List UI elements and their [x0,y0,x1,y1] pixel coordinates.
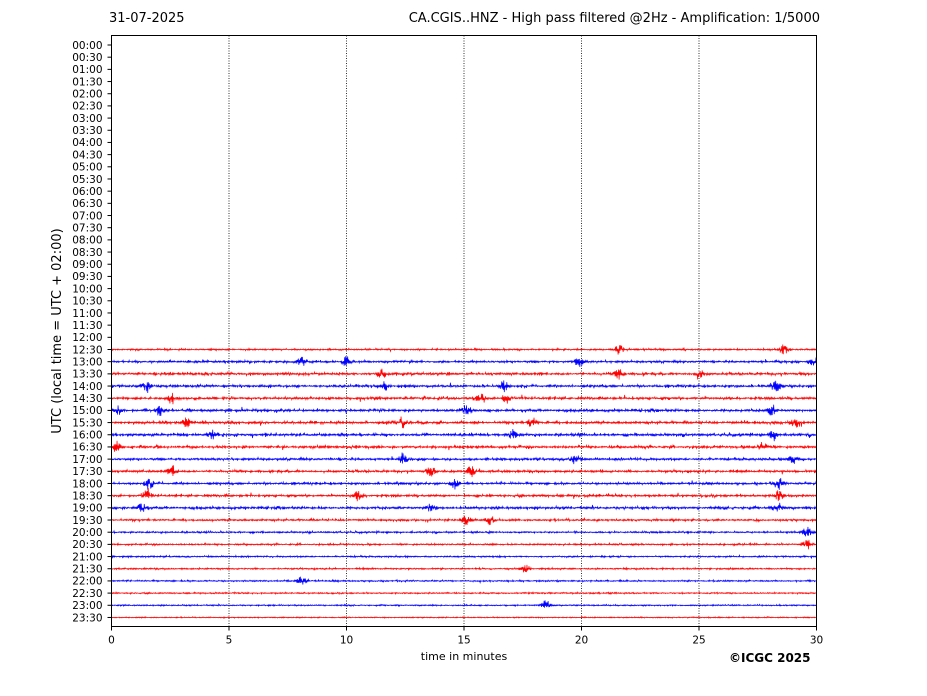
seismic-traces [111,344,817,619]
trace-2230 [111,591,817,596]
y-tick-label: 07:30 [72,223,102,235]
y-axis: 00:0000:3001:0001:3002:0002:3003:0003:30… [72,40,112,624]
y-tick-label: 19:30 [72,515,102,527]
date-label: 31-07-2025 [109,11,185,26]
x-tick-label: 15 [457,635,470,647]
y-tick-label: 21:30 [72,564,102,576]
trace-1400 [111,380,817,393]
y-tick-label: 03:00 [72,113,102,125]
y-tick-label: 15:00 [72,405,102,417]
trace-1830 [111,488,817,502]
trace-1300 [111,356,817,367]
y-tick-label: 13:00 [72,356,102,368]
trace-1630 [111,440,817,452]
trace-1230 [111,344,817,355]
y-tick-label: 22:30 [72,588,102,600]
y-tick-label: 19:00 [72,503,102,515]
vertical-grid [228,35,700,627]
chart-title: CA.CGIS..HNZ - High pass filtered @2Hz -… [408,11,820,26]
x-tick-label: 20 [575,635,588,647]
trace-2300 [111,600,817,608]
x-axis-label: time in minutes [421,650,508,663]
y-tick-label: 06:00 [72,186,102,198]
trace-1530 [111,416,817,429]
trace-2330 [111,615,817,619]
y-tick-label: 14:00 [72,381,102,393]
x-tick-label: 10 [340,635,353,647]
y-tick-label: 16:30 [72,442,102,454]
y-tick-label: 10:00 [72,283,102,295]
trace-1700 [111,452,817,465]
y-tick-label: 10:30 [72,296,102,308]
trace-2100 [111,554,817,560]
trace-1330 [111,368,817,380]
y-tick-label: 08:30 [72,247,102,259]
y-tick-label: 01:00 [72,64,102,76]
y-tick-label: 12:30 [72,344,102,356]
y-tick-label: 23:30 [72,612,102,624]
y-tick-label: 16:00 [72,430,102,442]
y-tick-label: 09:30 [72,271,102,283]
y-tick-label: 20:00 [72,527,102,539]
y-tick-label: 15:30 [72,417,102,429]
y-tick-label: 18:00 [72,478,102,490]
trace-1900 [111,502,817,512]
y-tick-label: 17:30 [72,466,102,478]
trace-1800 [111,477,817,490]
trace-1600 [111,429,817,442]
y-tick-label: 07:00 [72,210,102,222]
y-tick-label: 00:00 [72,40,102,52]
y-axis-label: UTC (local time = UTC + 02:00) [50,228,65,433]
y-tick-label: 18:30 [72,490,102,502]
y-tick-label: 13:30 [72,369,102,381]
trace-2200 [111,576,817,585]
copyright-text: ©ICGC 2025 [729,651,811,665]
y-tick-label: 14:30 [72,393,102,405]
x-tick-label: 30 [810,635,823,647]
trace-1730 [111,465,817,478]
y-tick-label: 20:30 [72,539,102,551]
y-tick-label: 06:30 [72,198,102,210]
x-axis: 0 5 10 15 20 25 30 [108,626,823,647]
y-tick-label: 11:00 [72,308,102,320]
x-tick-label: 0 [108,635,115,647]
y-tick-label: 17:00 [72,454,102,466]
trace-2000 [111,526,817,537]
trace-2030 [111,539,817,550]
x-tick-label: 5 [226,635,233,647]
trace-2130 [111,564,817,573]
x-tick-label: 25 [692,635,705,647]
trace-1500 [111,404,817,417]
y-tick-label: 05:00 [72,162,102,174]
y-tick-label: 04:00 [72,137,102,149]
y-tick-label: 02:00 [72,89,102,101]
y-tick-label: 09:00 [72,259,102,271]
y-tick-label: 11:30 [72,320,102,332]
y-tick-label: 05:30 [72,174,102,186]
trace-1430 [111,392,817,405]
y-tick-label: 22:00 [72,576,102,588]
y-tick-label: 04:30 [72,149,102,161]
y-tick-label: 12:00 [72,332,102,344]
y-tick-label: 23:00 [72,600,102,612]
y-tick-label: 08:00 [72,235,102,247]
y-tick-label: 02:30 [72,101,102,113]
y-tick-label: 00:30 [72,52,102,64]
y-tick-label: 21:00 [72,551,102,563]
trace-1930 [111,515,817,526]
y-tick-label: 01:30 [72,76,102,88]
y-tick-label: 03:30 [72,125,102,137]
